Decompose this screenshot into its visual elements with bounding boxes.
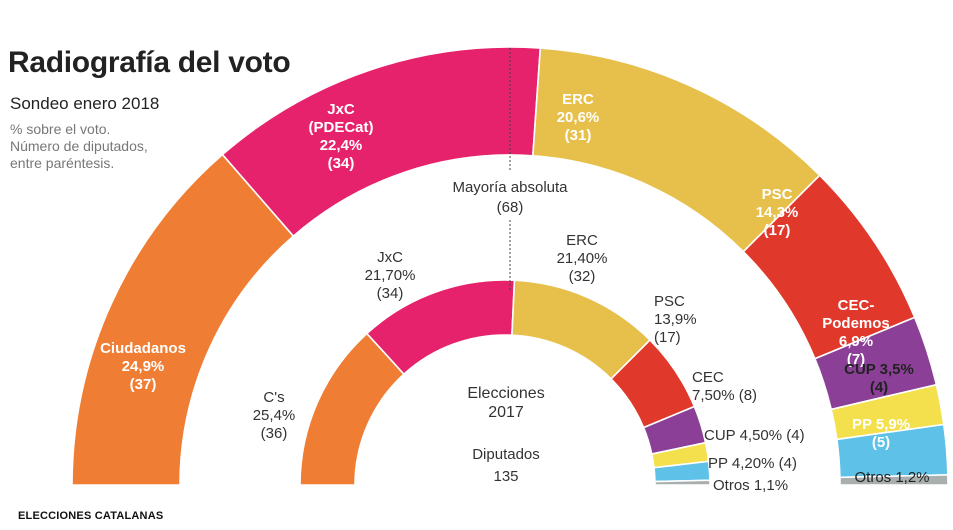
footer-label: ELECCIONES CATALANAS (18, 510, 164, 522)
outer-label-jxc-pdecat: JxC (PDECat) 22,4% (34) (308, 101, 373, 172)
inner-label-pp: PP 4,20% (4) (708, 455, 797, 472)
inner-label-cec: CEC 7,50% (8) (692, 369, 757, 404)
inner-segment-otros (654, 479, 711, 486)
chart-subtitle: Sondeo enero 2018 (10, 94, 160, 113)
center-seats-label: Diputados 135 (472, 446, 540, 485)
inner-label-otros: Otros 1,1% (713, 477, 788, 494)
outer-label-ciudadanos: Ciudadanos 24,9% (37) (100, 340, 186, 393)
center-election-label: Elecciones 2017 (467, 385, 544, 421)
chart-title: Radiografía del voto (8, 46, 291, 79)
chart-note-line-1: % sobre el voto. (10, 121, 111, 137)
inner-label-jxc: JxC 21,70% (34) (365, 249, 416, 302)
outer-label-pp: PP 5,9% (5) (852, 416, 910, 451)
inner-label-cup: CUP 4,50% (4) (704, 427, 805, 444)
chart-note-line-2: Número de diputados, (10, 138, 148, 154)
outer-label-psc: PSC 14,3% (17) (756, 186, 799, 239)
inner-label-erc: ERC 21,40% (32) (557, 232, 608, 285)
majority-label: Mayoría absoluta (68) (452, 179, 568, 216)
outer-label-otros: Otros 1,2% (854, 469, 929, 486)
outer-segment-otros (839, 474, 949, 486)
outer-label-cec-podemos: CEC-Podemos 6,9% (7) (822, 297, 890, 368)
inner-label-psc: PSC 13,9% (17) (654, 293, 697, 346)
chart-note-line-3: entre paréntesis. (10, 155, 115, 171)
outer-label-erc: ERC 20,6% (31) (557, 91, 600, 144)
outer-label-cup: CUP 3,5% (4) (844, 361, 914, 396)
inner-label-c-s: C's 25,4% (36) (253, 389, 296, 442)
majority-label-bg (432, 172, 588, 218)
